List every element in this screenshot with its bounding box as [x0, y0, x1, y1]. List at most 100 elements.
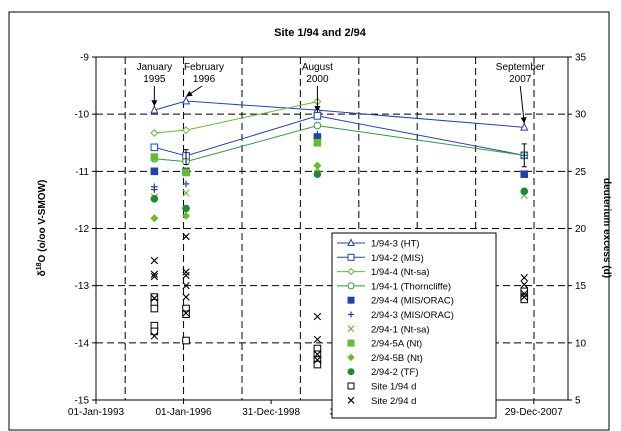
y-right-tick-label: 25 [575, 167, 587, 178]
series-lines [154, 100, 525, 163]
x-tick-label: 31-Dec-1998 [242, 407, 300, 418]
legend-label: 2/94-1 (Nt-sa) [371, 324, 430, 335]
y-left-tick-label: -15 [75, 396, 90, 407]
data-point [182, 268, 190, 276]
legend-label: Site 1/94 d [371, 382, 416, 393]
legend-box [331, 232, 497, 419]
data-point [150, 270, 159, 278]
y-left-tick-label: -14 [75, 338, 90, 349]
data-point [150, 272, 159, 281]
legend-marker [347, 253, 355, 261]
legend-label: 2/94-2 (TF) [371, 367, 419, 378]
legend-marker [347, 382, 355, 390]
data-point [150, 294, 159, 302]
legend-label: 2/94-4 (MIS/ORAC) [371, 296, 454, 307]
x-tick-label: 01-Jan-1996 [155, 407, 212, 418]
data-point [313, 161, 322, 170]
annotation-label: August [302, 62, 333, 73]
data-point [520, 122, 529, 131]
data-point [182, 211, 191, 220]
y-axis-right-label: deuterium excess (d) [601, 178, 612, 278]
legend-label: 2/94-5B (Nt) [371, 353, 423, 364]
data-point [520, 187, 529, 196]
data-point [313, 335, 322, 344]
annotation-label: 2000 [306, 74, 329, 85]
y-right-tick-label: 20 [575, 224, 587, 235]
data-point [182, 336, 190, 345]
x-tick-label: 29-Dec-2007 [505, 407, 563, 418]
annotation-arrow [519, 85, 525, 124]
data-point [182, 189, 190, 197]
data-point [313, 312, 322, 321]
legend-marker [347, 238, 355, 246]
data-point [313, 356, 322, 364]
legend-marker [347, 282, 355, 290]
legend-label: 1/94-1 (Thorncliffe) [371, 281, 451, 292]
data-point [182, 310, 190, 319]
y-right-tick-label: 10 [575, 338, 587, 349]
data-point [150, 256, 159, 265]
data-point [150, 194, 159, 203]
legend-label: 1/94-4 (Nt-sa) [371, 267, 430, 278]
data-point [182, 180, 190, 188]
data-point [181, 96, 191, 105]
data-point [313, 112, 322, 120]
legend-marker [347, 339, 355, 347]
data-marks [150, 96, 529, 369]
annotation-arrowhead [186, 90, 193, 97]
annotation-label: 1995 [143, 74, 166, 85]
error-bar [183, 149, 189, 165]
data-point [150, 143, 159, 152]
data-point [182, 293, 190, 301]
data-point [520, 295, 529, 304]
y-right-tick-label: 30 [575, 110, 587, 121]
legend-marker [347, 396, 355, 404]
annotation-arrowhead [314, 106, 321, 113]
data-point [150, 105, 159, 114]
legend: 1/94-3 (HT) 1/94-2 (MIS) 1/94-4 (Nt-sa) 1/9… [331, 232, 497, 419]
y-axis-left-label: δ18O (o/oo V-SMOW) [36, 180, 48, 277]
legend-marker [347, 368, 355, 376]
data-point [313, 360, 322, 369]
data-point [150, 214, 159, 223]
data-point [313, 138, 322, 147]
error-bar [521, 143, 527, 168]
legend-marker [347, 353, 355, 362]
data-point [150, 167, 159, 176]
y-right-tick-label: 15 [575, 281, 587, 292]
y-left-tick-label: -13 [75, 281, 90, 292]
legend-marker [347, 296, 355, 304]
annotation-label: 2007 [509, 74, 532, 85]
data-point [520, 289, 528, 298]
chart-title: Site 1/94 and 2/94 [274, 27, 367, 39]
data-point [182, 309, 190, 317]
annotation-label: 1996 [193, 74, 216, 85]
data-point [151, 183, 158, 191]
data-point [520, 273, 528, 282]
data-point [150, 327, 159, 336]
data-point [182, 204, 190, 213]
y-left-tick-label: -12 [75, 224, 90, 235]
data-point [150, 332, 159, 340]
y-left-tick-label: -10 [75, 110, 90, 121]
data-point [150, 129, 159, 138]
annotation-arrowhead [520, 117, 527, 124]
annotation-label: January [137, 62, 173, 73]
series-line [154, 100, 525, 128]
data-point [313, 170, 322, 178]
legend-label: 2/94-5A (Nt) [371, 339, 422, 350]
data-point [520, 280, 528, 289]
data-point [313, 350, 322, 358]
y-right-tick-label: 5 [575, 396, 581, 407]
legend-marker [347, 267, 355, 276]
data-point [520, 170, 529, 178]
data-point [314, 130, 321, 138]
series-line [154, 115, 525, 157]
x-tick-label: 01-Jan-1993 [68, 407, 125, 418]
legend-marker [348, 311, 354, 318]
data-point [182, 126, 191, 135]
y-left-tick-label: -11 [75, 167, 89, 178]
data-point [520, 293, 528, 301]
